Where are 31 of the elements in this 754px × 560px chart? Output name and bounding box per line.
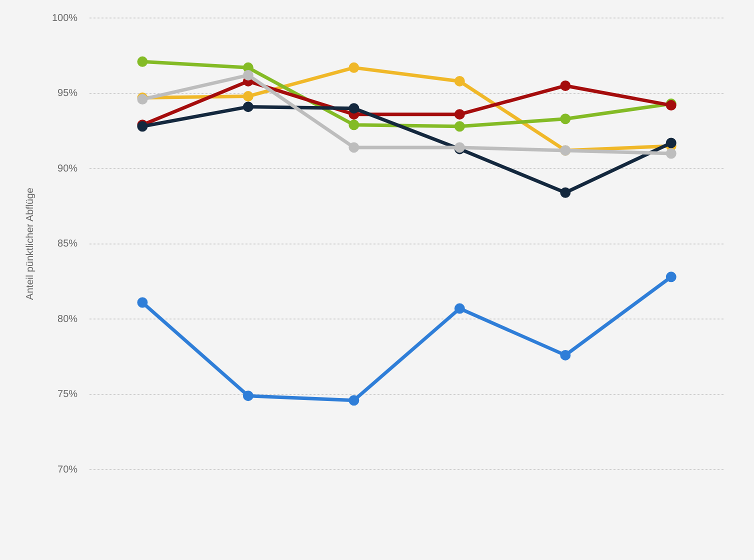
point <box>560 187 571 198</box>
point <box>560 350 571 360</box>
point <box>137 297 148 308</box>
point <box>666 148 676 159</box>
point <box>348 62 360 73</box>
point <box>242 70 254 80</box>
point <box>348 103 360 114</box>
y-tick-label: 80% <box>58 314 78 325</box>
y-tick-label: 75% <box>58 389 78 400</box>
y-tick-label: 70% <box>58 464 78 476</box>
y-tick-label: 100% <box>52 12 78 24</box>
point <box>137 56 148 67</box>
point <box>454 121 465 132</box>
y-axis-title: Anteil pünktlicher Abflüge <box>24 187 36 300</box>
point <box>666 272 676 282</box>
point <box>454 76 465 86</box>
point <box>348 395 360 406</box>
point <box>454 303 465 314</box>
point <box>348 120 360 130</box>
y-tick-label: 95% <box>58 88 78 100</box>
point <box>242 91 254 102</box>
point <box>560 80 571 91</box>
y-tick-label: 90% <box>58 163 78 174</box>
point <box>560 114 571 124</box>
point <box>242 390 254 402</box>
point <box>348 142 360 153</box>
point <box>242 62 254 73</box>
point <box>242 102 254 112</box>
y-tick-label: 85% <box>58 238 78 250</box>
point <box>666 138 676 148</box>
point <box>454 109 465 120</box>
